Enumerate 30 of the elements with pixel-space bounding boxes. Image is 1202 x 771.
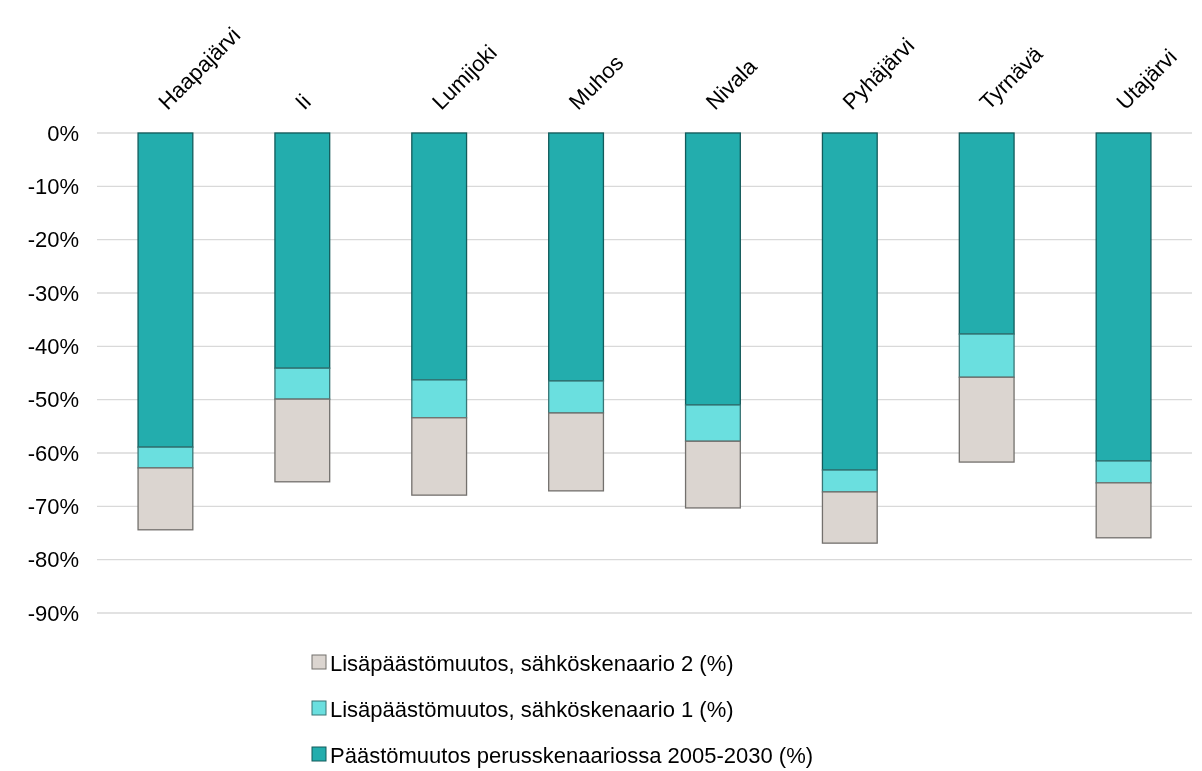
bar	[274, 367, 331, 400]
bar	[821, 132, 878, 471]
y-tick-label: -10%	[27, 173, 79, 199]
bar	[684, 132, 741, 406]
bar	[548, 132, 605, 382]
bar	[274, 132, 331, 369]
bar	[411, 379, 468, 419]
legend-label: Päästömuutos perusskenaariossa 2005-2030 (%)	[330, 742, 814, 768]
y-tick-label: -40%	[27, 333, 79, 359]
bar	[411, 132, 468, 381]
bar	[137, 446, 194, 469]
bar	[958, 333, 1015, 378]
y-tick-label: -50%	[27, 387, 79, 413]
y-tick-label: -80%	[27, 547, 79, 573]
y-tick-label: -60%	[27, 440, 79, 466]
y-tick-label: -30%	[27, 280, 79, 306]
legend-label: Lisäpäästömuutos, sähköskenaario 1 (%)	[330, 696, 734, 722]
y-tick-label: -70%	[27, 493, 79, 519]
legend-label: Lisäpäästömuutos, sähköskenaario 2 (%)	[330, 650, 734, 676]
bar	[958, 132, 1015, 335]
y-tick-label: -20%	[27, 227, 79, 253]
bar	[1095, 460, 1152, 484]
bar	[1095, 132, 1152, 462]
bar	[548, 380, 605, 414]
y-tick-label: -90%	[27, 600, 79, 626]
bar	[137, 132, 194, 448]
x-tick-label: Ii	[290, 89, 316, 115]
bar	[821, 469, 878, 493]
y-tick-label: 0%	[47, 120, 79, 146]
bar	[684, 404, 741, 442]
